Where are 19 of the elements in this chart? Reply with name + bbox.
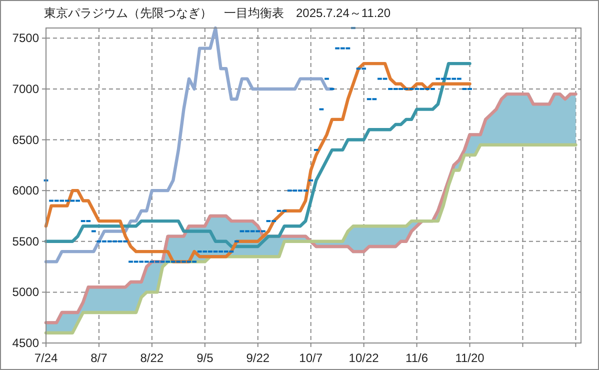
y-tick-label: 4500 xyxy=(12,336,40,350)
y-tick-label: 7500 xyxy=(12,31,40,46)
line-series xyxy=(44,26,334,264)
x-tick-label: 7/24 xyxy=(34,351,58,365)
x-tick-label: 11/6 xyxy=(406,351,428,365)
y-tick-label: 6000 xyxy=(12,184,40,198)
line-series xyxy=(44,143,578,334)
y-tick-label: 5500 xyxy=(12,234,40,248)
x-tick-label: 8/22 xyxy=(140,351,164,365)
x-tick-label: 9/5 xyxy=(196,351,214,365)
x-tick-label: 8/7 xyxy=(90,351,108,365)
x-tick-label: 11/20 xyxy=(455,351,485,365)
x-tick-label: 10/7 xyxy=(299,351,323,365)
chart-title: 東京パラジウム（先限つなぎ） 一目均衡表 2025.7.24～11.20 xyxy=(44,6,391,20)
x-tick-label: 10/22 xyxy=(348,351,380,365)
x-tick-label: 9/22 xyxy=(246,351,270,365)
y-tick-label: 7000 xyxy=(12,82,40,96)
y-tick-label: 5000 xyxy=(12,285,40,300)
y-tick-label: 6500 xyxy=(12,132,40,147)
